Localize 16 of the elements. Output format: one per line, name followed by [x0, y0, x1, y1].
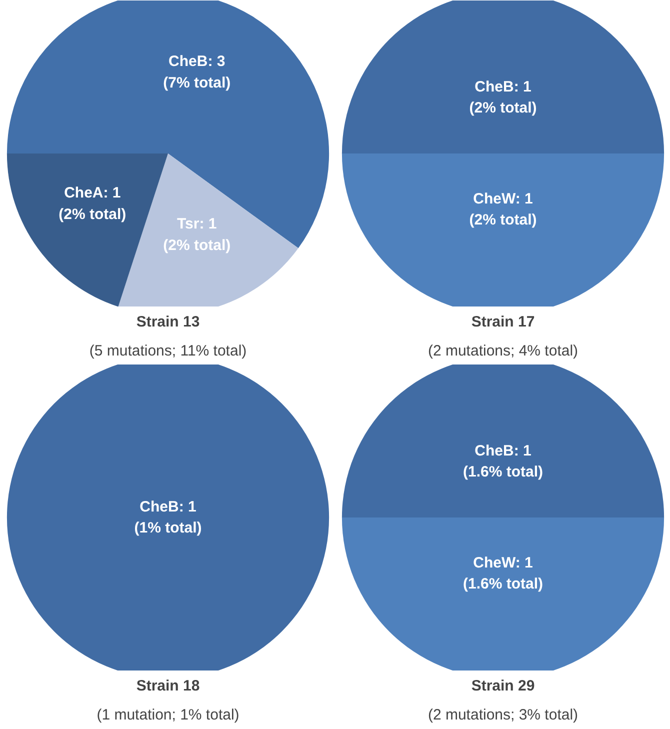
slice-label: CheB: 1 (2% total)	[469, 78, 537, 117]
text: (2 mutations; 4% total)	[428, 342, 578, 360]
slice-label: CheW: 1 (2% total)	[469, 190, 537, 229]
slice-label: CheB: 3 (7% total)	[163, 53, 231, 92]
slice-label: CheB: 1 (1.6% total)	[462, 442, 544, 481]
slice-label: CheA: 1 (2% total)	[58, 184, 126, 223]
slice-label: CheB: 1 (1% total)	[134, 498, 202, 537]
slice-label: CheW: 1 (1.6% total)	[462, 554, 544, 593]
text: (2 mutations; 3% total)	[428, 706, 578, 724]
text: (5 mutations; 11% total)	[89, 342, 247, 360]
text: (1 mutation; 1% total)	[96, 706, 240, 724]
slice-label: Tsr: 1 (2% total)	[163, 216, 231, 254]
text: Strain 18	[136, 678, 200, 694]
text: Strain 29	[471, 678, 535, 694]
text: Strain 17	[471, 314, 535, 330]
text: Strain 13	[136, 314, 200, 330]
